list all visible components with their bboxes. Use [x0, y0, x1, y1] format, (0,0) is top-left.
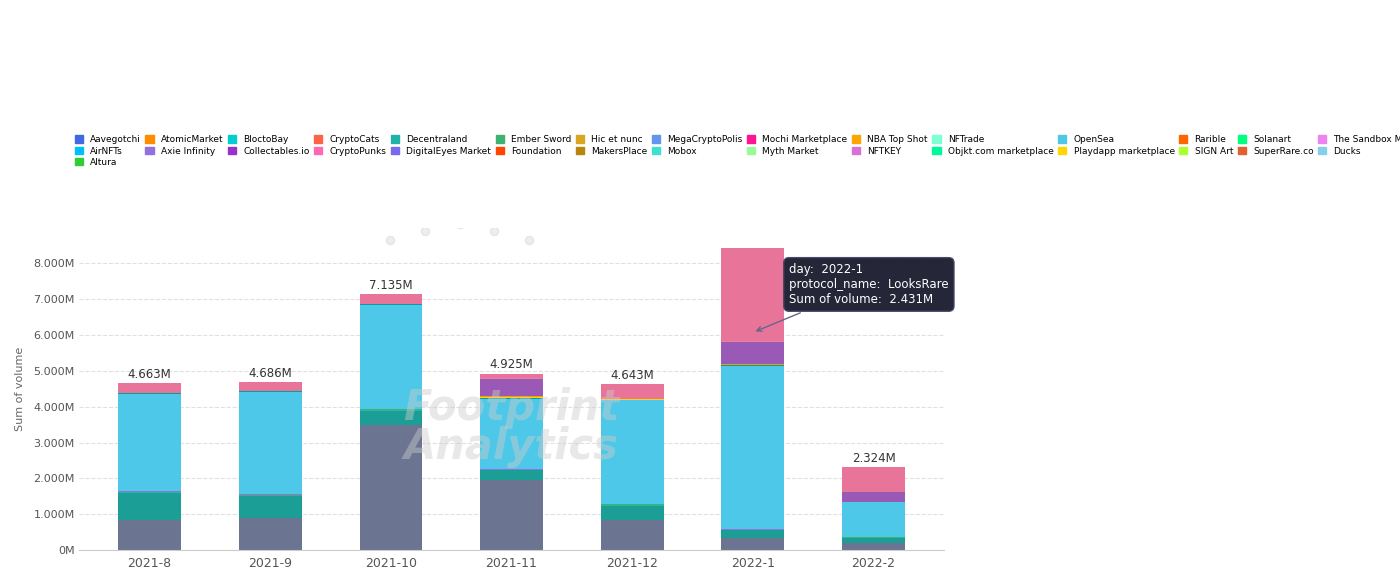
- Bar: [601, 506, 664, 519]
- Bar: [118, 394, 181, 491]
- Bar: [480, 480, 543, 550]
- Bar: [601, 505, 664, 506]
- Bar: [480, 378, 543, 379]
- Bar: [239, 496, 301, 518]
- Bar: [601, 384, 664, 399]
- Bar: [480, 374, 543, 378]
- Bar: [239, 382, 301, 391]
- Bar: [239, 392, 301, 494]
- Text: day:  2022-1
protocol_name:  LooksRare
Sum of volume:  2.431M: day: 2022-1 protocol_name: LooksRare Sum…: [757, 263, 949, 331]
- Bar: [239, 391, 301, 392]
- Bar: [118, 491, 181, 492]
- Bar: [360, 410, 423, 411]
- Text: 2.324M: 2.324M: [851, 452, 896, 464]
- Text: 4.663M: 4.663M: [127, 368, 171, 381]
- Bar: [360, 411, 423, 425]
- Bar: [480, 470, 543, 480]
- Bar: [118, 393, 181, 394]
- Bar: [360, 304, 423, 305]
- Bar: [721, 248, 784, 341]
- Bar: [843, 543, 904, 550]
- Text: Footprint: Footprint: [403, 387, 620, 429]
- Bar: [480, 398, 543, 399]
- Bar: [480, 399, 543, 469]
- Text: 4.925M: 4.925M: [490, 359, 533, 371]
- Bar: [480, 379, 543, 395]
- Text: 7.135M: 7.135M: [370, 279, 413, 292]
- Bar: [721, 341, 784, 342]
- Bar: [843, 467, 904, 492]
- Bar: [721, 342, 784, 364]
- Bar: [118, 493, 181, 519]
- Bar: [480, 395, 543, 397]
- Bar: [360, 294, 423, 304]
- Bar: [118, 519, 181, 550]
- Bar: [843, 538, 904, 543]
- Text: 4.686M: 4.686M: [248, 367, 293, 380]
- Bar: [118, 492, 181, 493]
- Bar: [843, 502, 904, 537]
- Bar: [843, 492, 904, 501]
- Bar: [721, 531, 784, 538]
- Bar: [239, 495, 301, 496]
- Bar: [239, 518, 301, 550]
- Text: 4.643M: 4.643M: [610, 369, 654, 381]
- Legend: Aavegotchi, AirNFTs, Altura, AtomicMarket, Axie Infinity, BloctoBay, Collectable: Aavegotchi, AirNFTs, Altura, AtomicMarke…: [74, 135, 1400, 167]
- Bar: [360, 425, 423, 550]
- Bar: [721, 538, 784, 550]
- Y-axis label: Sum of volume: Sum of volume: [15, 347, 25, 431]
- Bar: [239, 494, 301, 495]
- Bar: [721, 365, 784, 366]
- Bar: [601, 400, 664, 504]
- Bar: [721, 366, 784, 529]
- Bar: [360, 305, 423, 409]
- Bar: [480, 397, 543, 398]
- Bar: [118, 383, 181, 393]
- Bar: [601, 519, 664, 550]
- Text: Analytics: Analytics: [405, 426, 619, 468]
